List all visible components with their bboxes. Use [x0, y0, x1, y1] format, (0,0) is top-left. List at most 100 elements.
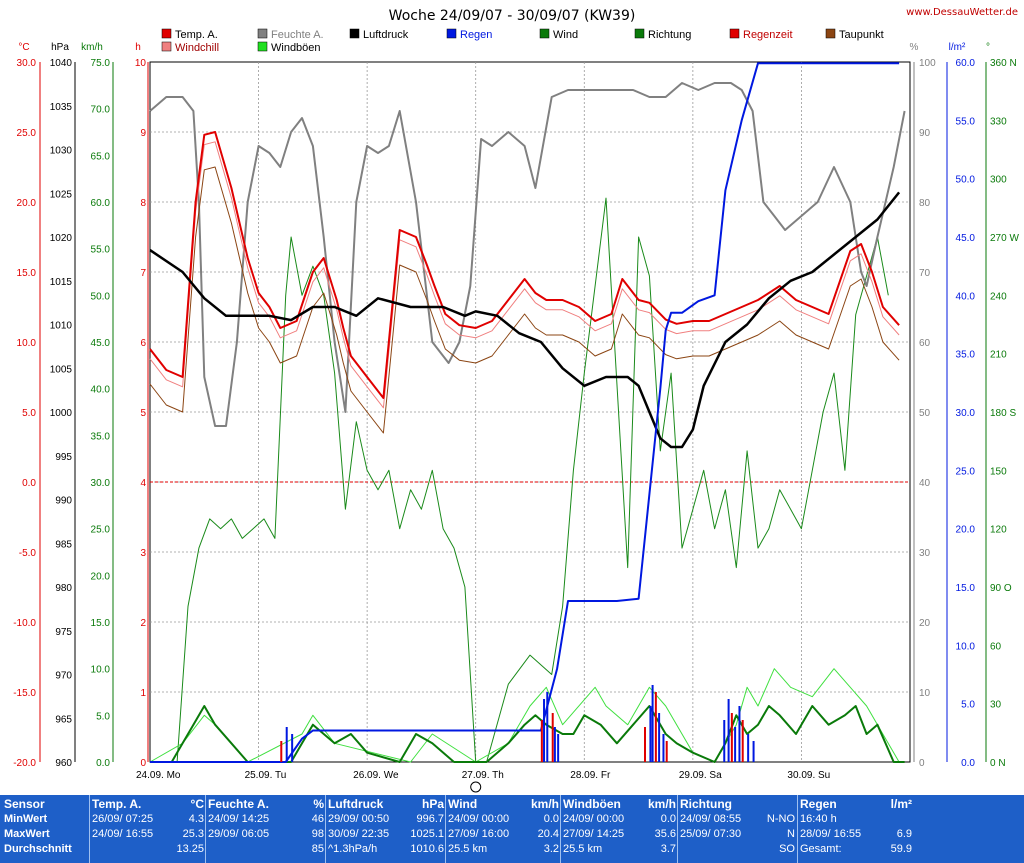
pressure-tick: 1005 — [50, 364, 73, 375]
cell-label: MaxWert — [4, 828, 50, 840]
legend-label: Richtung — [648, 29, 691, 41]
cell-label: 27/09/ 14:25 — [563, 828, 625, 840]
day-label: 29.09. Sa — [679, 770, 722, 781]
table-cell: 13.25 — [92, 842, 204, 857]
hours-tick: 9 — [140, 128, 146, 139]
humidity-tick: 100 — [919, 58, 936, 69]
humidity-tick: 60 — [919, 338, 931, 349]
legend-label: Taupunkt — [839, 29, 884, 41]
cell-label: 24/09/ 00:00 — [448, 813, 510, 825]
regenzeit-bar — [662, 734, 665, 762]
direction-tick: 150 — [990, 466, 1007, 477]
temp-unit: °C — [18, 42, 29, 53]
day-label: 24.09. Mo — [136, 770, 181, 781]
direction-tick: 300 — [990, 175, 1007, 186]
wind-tick: 25.0 — [91, 525, 111, 536]
table-column: Windböen km/h 24/09/ 00:00 0.0 27/09/ 14:25 3… — [563, 797, 676, 857]
direction-tick: 0 N — [990, 758, 1006, 769]
column-header: Wind km/h — [448, 797, 559, 812]
regenzeit-bar — [280, 741, 283, 762]
legend: Temp. A. Feuchte A. Luftdruck Regen Wind Rich… — [161, 28, 884, 54]
temp-tick: 30.0 — [17, 58, 37, 69]
regenzeit-bar — [723, 720, 726, 762]
regenzeit-bar — [658, 713, 661, 762]
column-title: Windböen — [563, 797, 621, 811]
rain-tick: 45.0 — [956, 233, 976, 244]
humidity-tick: 80 — [919, 198, 931, 209]
column-separator — [445, 795, 446, 863]
regenzeit-bar — [738, 706, 741, 762]
wind-tick: 75.0 — [91, 58, 111, 69]
cell-label: 24/09/ 16:55 — [92, 828, 154, 840]
temp-tick: -15.0 — [13, 688, 36, 699]
regenzeit-bar — [546, 692, 549, 762]
table-cell: 24/09/ 16:55 25.3 — [92, 827, 204, 842]
cell-value: 25.3 — [182, 828, 204, 840]
column-title: Regen — [800, 797, 837, 811]
rain-tick: 50.0 — [956, 175, 976, 186]
regenzeit-bar — [665, 741, 668, 762]
table-cell: 27/09/ 16:00 20.4 — [448, 827, 559, 842]
column-separator — [325, 795, 326, 863]
pressure-tick: 970 — [55, 671, 72, 682]
temp-tick: -10.0 — [13, 618, 36, 629]
cell-value: N-NO — [766, 813, 795, 825]
regenzeit-bar — [540, 720, 543, 762]
column-header: Feuchte A.% — [208, 797, 324, 812]
regenzeit-bar — [741, 720, 744, 762]
column-separator — [677, 795, 678, 863]
table-cell: 27/09/ 14:25 35.6 — [563, 827, 676, 842]
column-separator — [797, 795, 798, 863]
column-title: Sensor — [4, 797, 45, 811]
temp-tick: -20.0 — [13, 758, 36, 769]
column-separator — [560, 795, 561, 863]
direction-tick: 270 W — [990, 233, 1019, 244]
direction-tick: 60 — [990, 641, 1002, 652]
hours-tick: 1 — [140, 688, 146, 699]
cell-value: 996.7 — [416, 813, 444, 825]
axes: °C hPa km/h h% l/m² °30.025.020.015.010.05.00… — [13, 42, 1019, 793]
pressure-tick: 1010 — [50, 321, 73, 332]
legend-swatch — [161, 41, 172, 52]
cell-value: 35.6 — [654, 828, 676, 840]
direction-tick: 180 S — [990, 408, 1016, 419]
regenzeit-bar — [730, 713, 733, 762]
table-column: Wind km/h 24/09/ 00:00 0.0 27/09/ 16:00 20.4 2… — [448, 797, 559, 857]
legend-swatch — [729, 28, 740, 39]
wind-tick: 65.0 — [91, 151, 111, 162]
direction-tick: 30 — [990, 700, 1002, 711]
rain-tick: 55.0 — [956, 116, 976, 127]
day-label: 26.09. We — [353, 770, 399, 781]
pressure-tick: 1015 — [50, 277, 73, 288]
regenzeit-bar — [291, 734, 294, 762]
hours-tick: 3 — [140, 548, 146, 559]
cell-value: 59.9 — [890, 843, 912, 855]
rain-unit: l/m² — [949, 42, 966, 53]
legend-swatch — [446, 28, 457, 39]
table-column: Sensor MinWert MaxWert Durchschnitt — [4, 797, 86, 857]
direction-tick: 240 — [990, 291, 1007, 302]
cell-value: 3.2 — [543, 843, 559, 855]
cell-value: 0.0 — [543, 813, 559, 825]
cell-label: 28/09/ 16:55 — [800, 828, 862, 840]
direction-tick: 90 O — [990, 583, 1012, 594]
table-cell: 24/09/ 08:55 N-NO — [680, 812, 795, 827]
column-header: Temp. A. °C — [92, 797, 204, 812]
plot-area — [149, 61, 911, 763]
legend-swatch — [349, 28, 360, 39]
table-column: Luftdruck hPa 29/09/ 00:50 996.7 30/09/ 22:3… — [328, 797, 444, 857]
pressure-tick: 985 — [55, 539, 72, 550]
humidity-tick: 0 — [919, 758, 925, 769]
day-label: 25.09. Tu — [245, 770, 287, 781]
rain-tick: 20.0 — [956, 525, 976, 536]
temp-tick: 20.0 — [17, 198, 37, 209]
hours-tick: 5 — [140, 408, 146, 419]
rain-tick: 60.0 — [956, 58, 976, 69]
legend-label: Windchill — [175, 42, 219, 54]
hours-tick: 4 — [140, 478, 146, 489]
column-header: Sensor — [4, 797, 86, 812]
regenzeit-bar — [654, 692, 657, 762]
wind-tick: 70.0 — [91, 105, 111, 116]
cell-value: 3.7 — [660, 843, 676, 855]
table-cell: Gesamt: 59.9 — [800, 842, 912, 857]
